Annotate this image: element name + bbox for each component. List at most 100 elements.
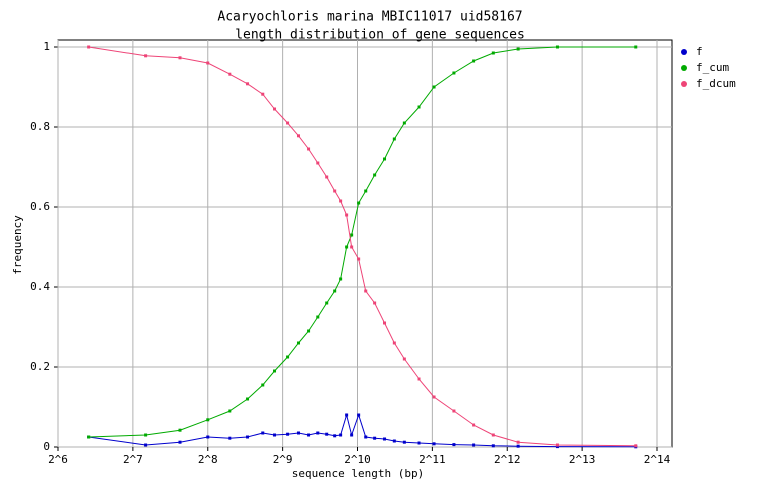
legend-marker: [681, 81, 687, 87]
data-point: [432, 85, 436, 89]
data-point: [333, 289, 337, 293]
series-line: [88, 46, 636, 438]
data-point: [296, 134, 300, 138]
data-point: [178, 428, 182, 432]
data-point: [402, 357, 406, 361]
data-point: [307, 433, 311, 437]
data-point: [373, 436, 377, 440]
data-point: [491, 444, 495, 448]
data-point: [472, 423, 476, 427]
data-point: [261, 92, 265, 96]
y-axis-label: frequency: [11, 215, 24, 275]
data-point: [178, 56, 182, 60]
data-point: [325, 175, 329, 179]
data-point: [144, 54, 148, 58]
data-point: [357, 201, 361, 205]
data-point: [364, 289, 368, 293]
data-point: [392, 341, 396, 345]
data-point: [228, 436, 232, 440]
data-point: [333, 434, 337, 438]
data-point: [452, 443, 456, 447]
data-point: [432, 442, 436, 446]
data-point: [87, 435, 91, 439]
legend-marker: [681, 49, 687, 55]
data-point: [206, 61, 210, 65]
data-point: [555, 443, 559, 447]
data-point: [273, 107, 277, 111]
data-point: [383, 437, 387, 441]
data-point: [246, 82, 250, 86]
y-tick-label: 0.2: [30, 360, 50, 373]
y-tick-label: 0.4: [30, 280, 50, 293]
data-point: [273, 433, 277, 437]
data-point: [316, 431, 320, 435]
data-point: [417, 441, 421, 445]
data-point: [87, 45, 91, 49]
data-point: [402, 440, 406, 444]
data-point: [472, 443, 476, 447]
data-point: [452, 409, 456, 413]
data-point: [491, 51, 495, 55]
data-point: [392, 439, 396, 443]
y-tick-label: 0.8: [30, 120, 50, 133]
data-point: [555, 445, 559, 449]
data-point: [339, 199, 343, 203]
legend-label: f_dcum: [696, 77, 736, 90]
x-tick-label: 2^6: [48, 453, 68, 466]
data-point: [316, 161, 320, 165]
series-line: [88, 46, 636, 447]
data-point: [296, 431, 300, 435]
data-point: [472, 59, 476, 63]
data-point: [345, 413, 349, 417]
data-point: [350, 433, 354, 437]
data-point: [228, 72, 232, 76]
data-point: [392, 137, 396, 141]
legend-label: f_cum: [696, 61, 729, 74]
data-point: [325, 301, 329, 305]
data-point: [555, 45, 559, 49]
data-point: [296, 341, 300, 345]
data-point: [516, 444, 520, 448]
data-point: [144, 433, 148, 437]
data-point: [364, 189, 368, 193]
data-point: [286, 432, 290, 436]
data-point: [373, 173, 377, 177]
chart-subtitle: length distribution of gene sequences: [235, 28, 525, 43]
data-point: [286, 355, 290, 359]
data-point: [491, 433, 495, 437]
legend-marker: [681, 65, 687, 71]
data-point: [357, 413, 361, 417]
chart-title: Acaryochloris marina MBIC11017 uid58167: [217, 10, 522, 25]
data-point: [286, 121, 290, 125]
x-tick-label: 2^13: [569, 453, 596, 466]
data-point: [345, 213, 349, 217]
data-point: [417, 105, 421, 109]
data-point: [333, 189, 337, 193]
data-point: [307, 147, 311, 151]
data-point: [373, 301, 377, 305]
data-point: [261, 431, 265, 435]
data-point: [246, 435, 250, 439]
data-point: [350, 233, 354, 237]
data-point: [144, 443, 148, 447]
data-point: [516, 47, 520, 51]
series-line: [88, 413, 636, 448]
data-point: [339, 433, 343, 437]
data-point: [402, 121, 406, 125]
y-tick-label: 0: [43, 440, 50, 453]
data-point: [316, 315, 320, 319]
data-point: [307, 329, 311, 333]
data-point: [206, 418, 210, 422]
x-tick-label: 2^12: [494, 453, 521, 466]
data-point: [261, 383, 265, 387]
data-point: [206, 435, 210, 439]
data-point: [516, 440, 520, 444]
data-point: [432, 395, 436, 399]
x-tick-label: 2^8: [198, 453, 218, 466]
data-point: [452, 71, 456, 75]
plot-frame: [57, 39, 673, 448]
data-point: [634, 444, 638, 448]
x-axis-label: sequence length (bp): [292, 467, 424, 480]
x-tick-label: 2^14: [644, 453, 671, 466]
